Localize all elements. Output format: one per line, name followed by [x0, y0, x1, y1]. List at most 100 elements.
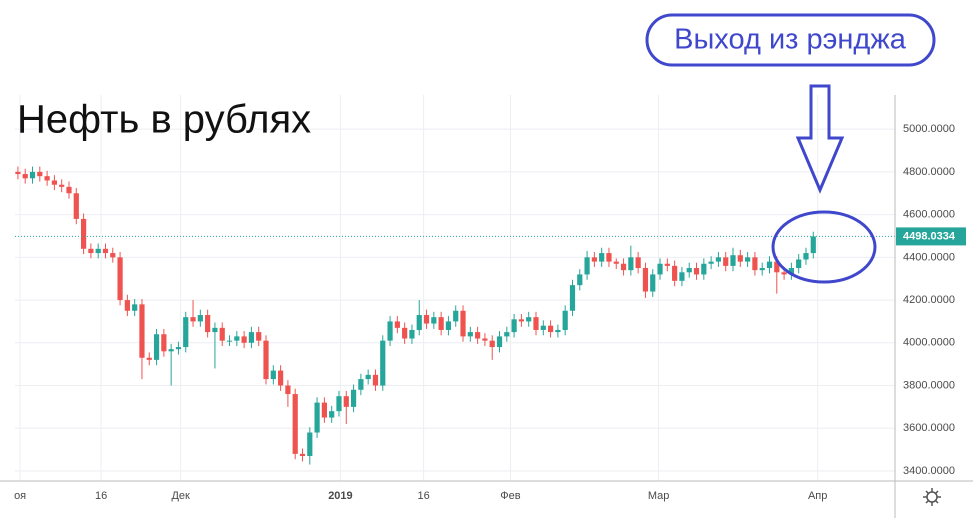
candle-body — [745, 257, 751, 262]
chart-title: Нефть в рублях — [17, 98, 311, 142]
candle-body — [88, 248, 94, 254]
last-price-tag — [896, 227, 966, 246]
x-tick-label: Фев — [500, 490, 520, 502]
candle-body — [380, 340, 386, 386]
y-tick-label: 4800.0000 — [903, 166, 955, 178]
candle-body — [569, 285, 576, 311]
candle-body — [562, 310, 568, 330]
candle-body — [475, 332, 481, 339]
candle-body — [664, 263, 670, 266]
y-tick-label: 4000.0000 — [903, 337, 955, 349]
candle-body — [511, 319, 517, 333]
candle-body — [59, 184, 65, 187]
candle-body — [489, 340, 495, 348]
x-tick-label: оя — [14, 490, 26, 502]
x-tick-label: 16 — [95, 490, 107, 502]
candle-body — [635, 257, 641, 269]
candle-body — [672, 265, 678, 281]
candle-body — [299, 453, 306, 457]
x-tick-label: Дек — [171, 490, 190, 502]
candle-body — [372, 374, 379, 386]
candle-body — [445, 321, 452, 330]
candle-body — [314, 402, 320, 433]
candle-body — [810, 236, 816, 254]
candle-body — [175, 347, 182, 350]
candle-body — [241, 336, 247, 343]
settings-icon[interactable] — [923, 488, 941, 506]
candle-body — [730, 255, 736, 266]
plot-area — [15, 95, 895, 481]
candle-body — [555, 329, 561, 333]
y-tick-label: 4400.0000 — [903, 251, 955, 263]
candle-body — [438, 317, 444, 330]
candle-body — [139, 304, 145, 358]
candle-body — [292, 394, 298, 454]
candle-body — [482, 338, 488, 341]
candle-body — [37, 171, 43, 177]
candle-body — [394, 321, 400, 328]
candle-body — [693, 268, 700, 275]
candle-body — [460, 310, 466, 337]
candle-body — [205, 315, 211, 333]
candle-body — [343, 396, 349, 407]
candle-body — [409, 329, 415, 339]
candle-body — [270, 370, 276, 380]
y-tick-label: 4600.0000 — [903, 209, 955, 221]
candle-body — [766, 261, 773, 269]
y-tick-label: 4200.0000 — [903, 294, 955, 306]
candle-body — [51, 180, 58, 185]
candle-body — [796, 259, 802, 269]
y-tick-label: 3800.0000 — [903, 379, 955, 391]
candle-body — [350, 389, 357, 407]
candle-body — [73, 193, 79, 219]
candle-body — [584, 257, 590, 275]
candle-body — [606, 253, 612, 262]
candle-body — [263, 340, 269, 380]
candle-body — [234, 336, 240, 341]
candle-body — [423, 315, 430, 324]
candle-body — [642, 268, 649, 292]
y-tick-label: 3400.0000 — [903, 465, 955, 477]
candle-body — [752, 257, 758, 271]
candle-body — [504, 332, 510, 337]
candle-body — [102, 248, 109, 254]
candle-body — [190, 317, 196, 322]
candle-body — [737, 255, 743, 262]
candle-body — [774, 261, 780, 273]
candle-body — [496, 336, 503, 348]
candle-body — [781, 272, 787, 275]
candle-body — [628, 257, 634, 271]
y-tick-label: 3600.0000 — [903, 422, 955, 434]
candle-body — [657, 263, 663, 275]
settings-gear-teeth[interactable] — [923, 488, 941, 506]
candle-body — [679, 272, 685, 281]
candle-body — [518, 319, 525, 322]
annotation-box — [645, 13, 936, 67]
candle-body — [248, 332, 255, 343]
candle-body — [226, 340, 233, 342]
candle-body — [526, 317, 532, 322]
candle-body — [183, 317, 189, 348]
candle-body — [701, 263, 707, 275]
last-price-label: 4498.0334 — [903, 230, 956, 242]
candle-body — [416, 315, 422, 330]
candle-body — [197, 315, 203, 322]
candle-body — [329, 411, 335, 418]
candle-body — [715, 257, 722, 262]
annotation-text: Выход из рэнджа — [674, 24, 907, 56]
candle-body — [387, 321, 393, 341]
candle-body — [44, 176, 50, 181]
candle-body — [467, 332, 473, 337]
candle-body — [256, 332, 262, 341]
candle-body — [278, 370, 284, 386]
candle-body — [285, 385, 291, 395]
candle-body — [599, 253, 605, 262]
candle-body — [117, 257, 123, 301]
candle-body — [219, 327, 225, 341]
candle-body — [80, 218, 87, 249]
candle-body — [321, 402, 327, 418]
candle-body — [15, 171, 21, 175]
candle-body — [613, 261, 619, 264]
candle-body — [358, 379, 364, 390]
